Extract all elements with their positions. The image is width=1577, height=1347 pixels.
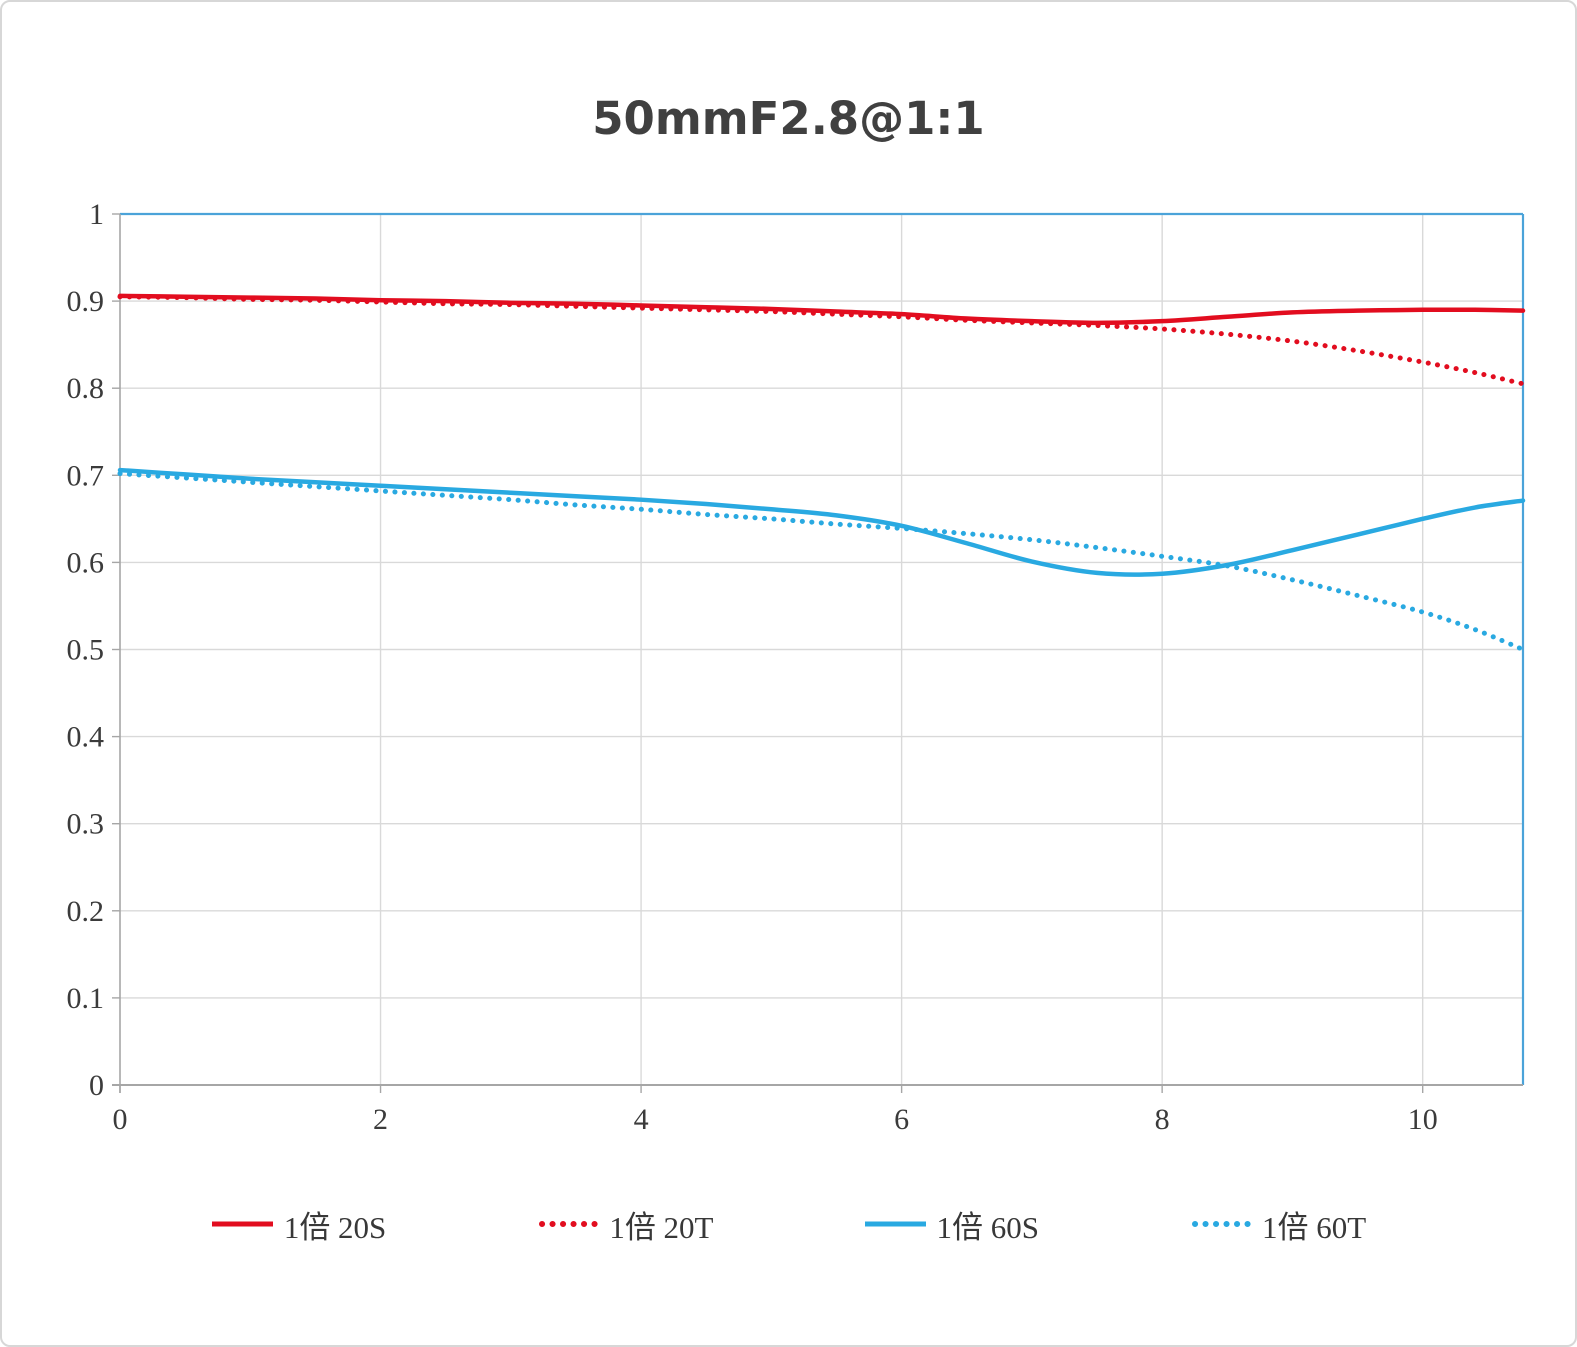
x-tick-label: 2 (373, 1103, 388, 1136)
y-tick-label: 0.5 (67, 634, 105, 667)
legend-marker-20s (211, 1221, 273, 1227)
legend-label-20s: 1倍 20S (283, 1209, 387, 1245)
x-tick-label: 10 (1408, 1103, 1438, 1136)
y-tick-label: 0.9 (67, 285, 105, 318)
y-tick-label: 0 (89, 1069, 104, 1102)
y-tick-label: 0.8 (67, 372, 105, 405)
legend-item-20t: 1倍 20T (536, 1202, 714, 1247)
legend-item-20s: 1倍 20S (211, 1202, 387, 1247)
series-line-20s (117, 293, 1526, 326)
x-tick-label: 8 (1155, 1103, 1170, 1136)
y-tick-label: 1 (89, 198, 104, 231)
y-tick-label: 0.6 (67, 546, 105, 579)
legend-marker-60t (1192, 1221, 1253, 1227)
y-tick-label: 0.2 (67, 895, 105, 928)
legend-item-60s: 1倍 60S (864, 1202, 1040, 1247)
legend-marker-20t (539, 1221, 601, 1227)
series-line-60t (117, 471, 1526, 652)
x-tick-label: 0 (113, 1103, 128, 1136)
legend-label-60t: 1倍 60T (1262, 1209, 1367, 1245)
legend-marker-60s (864, 1221, 926, 1227)
chart-title: 50mmF2.8@1:1 (592, 92, 985, 145)
legend-label-60s: 1倍 60S (936, 1209, 1040, 1245)
y-tick-label: 0.7 (67, 459, 105, 492)
y-tick-label: 0.4 (67, 721, 105, 754)
chart-legend: 1倍 20S 1倍 20T 1倍 60S 1倍 60T (2, 1196, 1575, 1252)
series-line-60s (117, 467, 1526, 577)
legend-item-60t: 1倍 60T (1189, 1202, 1366, 1247)
y-tick-label: 0.3 (67, 808, 105, 841)
x-tick-label: 6 (894, 1103, 909, 1136)
x-tick-label: 4 (634, 1103, 649, 1136)
legend-label-20t: 1倍 20T (609, 1209, 714, 1245)
y-tick-label: 0.1 (67, 982, 105, 1015)
